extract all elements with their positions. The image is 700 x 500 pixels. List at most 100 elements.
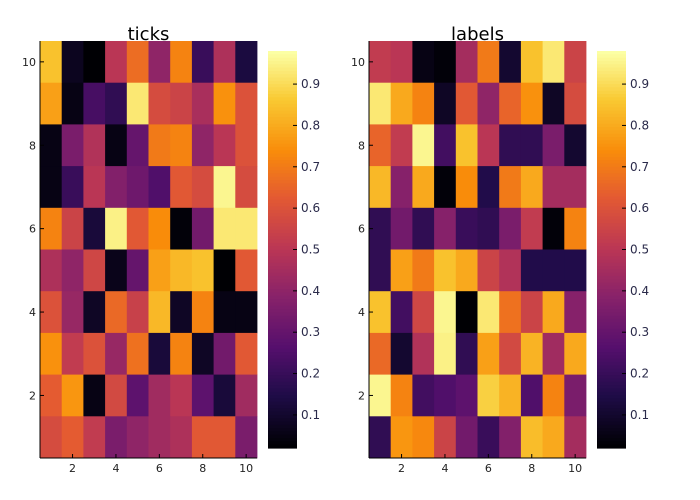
colorbar-strip (268, 272, 297, 277)
colorbar-strip (597, 189, 626, 194)
heatmap-cell (564, 82, 587, 125)
colorbar-strip (597, 77, 626, 82)
colorbar: 0.1 0.2 0.3 0.4 0.5 0.6 0.7 0.8 0.9 (268, 51, 320, 449)
heatmap-cell (390, 291, 413, 334)
heatmap-cell (455, 291, 478, 334)
colorbar-strip (268, 328, 297, 333)
heatmap-cell (61, 249, 84, 292)
heatmap-cell (455, 124, 478, 167)
heatmap-cell (105, 82, 128, 125)
colorbar-strip (597, 318, 626, 323)
colorbar-strip (268, 216, 297, 221)
colorbar-strip (597, 358, 626, 363)
heatmap-cell (477, 249, 500, 292)
chart-title: ticks (128, 24, 170, 45)
colorbar-strip (268, 345, 297, 350)
y-tick-label: 8 (29, 139, 36, 152)
colorbar-strip (597, 176, 626, 181)
heatmap-cell (235, 124, 258, 167)
heatmap-cell (105, 249, 128, 292)
heatmap-cell (126, 41, 149, 84)
colorbar-strip (597, 117, 626, 122)
heatmap-cell (235, 291, 258, 334)
heatmap-cell (412, 166, 435, 209)
heatmap-cell (213, 82, 236, 125)
colorbar-strip (597, 163, 626, 168)
colorbar-strip (597, 90, 626, 95)
colorbar-strip (597, 355, 626, 360)
colorbar-strip (268, 87, 297, 92)
heatmap-cell (170, 374, 193, 417)
heatmap-cell (564, 416, 587, 459)
heatmap-cell (369, 82, 392, 125)
colorbar-strip (268, 252, 297, 257)
heatmap-cell (455, 374, 478, 417)
heatmap-cell (564, 124, 587, 167)
colorbar-strip (268, 103, 297, 108)
colorbar-strip (597, 418, 626, 423)
colorbar-strip (597, 239, 626, 244)
colorbar-strip (597, 266, 626, 270)
colorbar-strip (597, 180, 626, 184)
colorbar-strip (597, 441, 626, 446)
colorbar-strip (597, 289, 626, 294)
colorbar-strip (268, 130, 297, 135)
colorbar-strip (597, 408, 626, 413)
colorbar-strip (597, 285, 626, 290)
colorbar-strip (597, 431, 626, 436)
heatmap-cell (148, 291, 171, 334)
colorbar-strip (268, 411, 297, 416)
heatmap-cell (520, 291, 543, 334)
heatmap-cell (477, 332, 500, 375)
heatmap-cell (83, 82, 106, 125)
colorbar-strip (268, 371, 297, 376)
heatmap-cell (148, 249, 171, 292)
colorbar-strip (597, 424, 626, 429)
colorbar-strip (597, 348, 626, 353)
colorbar-strip (597, 444, 626, 449)
colorbar-strip (597, 130, 626, 135)
colorbar-strip (597, 216, 626, 221)
colorbar-strip (597, 133, 626, 138)
heatmap-cell (390, 207, 413, 250)
heatmap-cell (213, 374, 236, 417)
heatmap-cell (564, 207, 587, 250)
colorbar-tick-label: 0.2 (301, 367, 320, 381)
heatmap-cell (40, 416, 63, 459)
heatmap-cell (499, 374, 522, 417)
colorbar-strip (597, 295, 626, 300)
heatmap-cell (191, 82, 214, 125)
colorbar-tick-label: 0.1 (301, 408, 320, 422)
colorbar-strip (268, 388, 297, 393)
colorbar-strip (268, 60, 297, 65)
colorbar-strip (597, 256, 626, 261)
heatmap-cell (40, 41, 63, 84)
x-tick-label: 4 (112, 462, 119, 475)
colorbar-strip (597, 84, 626, 88)
colorbar-strip (268, 266, 297, 270)
heatmap-cell (126, 166, 149, 209)
colorbar-strip (597, 404, 626, 409)
heatmap-cell (148, 207, 171, 250)
heatmap-panel-1: 2 4 6 8 10246810ticks0.10.20.30.40.50.60.70.… (22, 24, 320, 475)
colorbar-strip (268, 163, 297, 168)
colorbar-strip (597, 391, 626, 396)
heatmap-cell (148, 166, 171, 209)
colorbar-strip (597, 411, 626, 416)
colorbar-tick-label: 0.6 (630, 201, 649, 215)
heatmap-cell (455, 41, 478, 84)
colorbar-strip (268, 64, 297, 69)
colorbar-strip (268, 107, 297, 112)
heatmap-cell (126, 207, 149, 250)
heatmap-cell (126, 374, 149, 417)
y-tick-label: 6 (29, 223, 36, 236)
colorbar-strip (597, 365, 626, 370)
heatmap-cell (170, 82, 193, 125)
heatmap-cell (235, 332, 258, 375)
colorbar-strip (268, 223, 297, 227)
colorbar-strip (597, 335, 626, 340)
colorbar-strip (597, 388, 626, 393)
colorbar-strip (268, 282, 297, 287)
heatmap-cell (126, 249, 149, 292)
heatmap-cell (40, 207, 63, 250)
